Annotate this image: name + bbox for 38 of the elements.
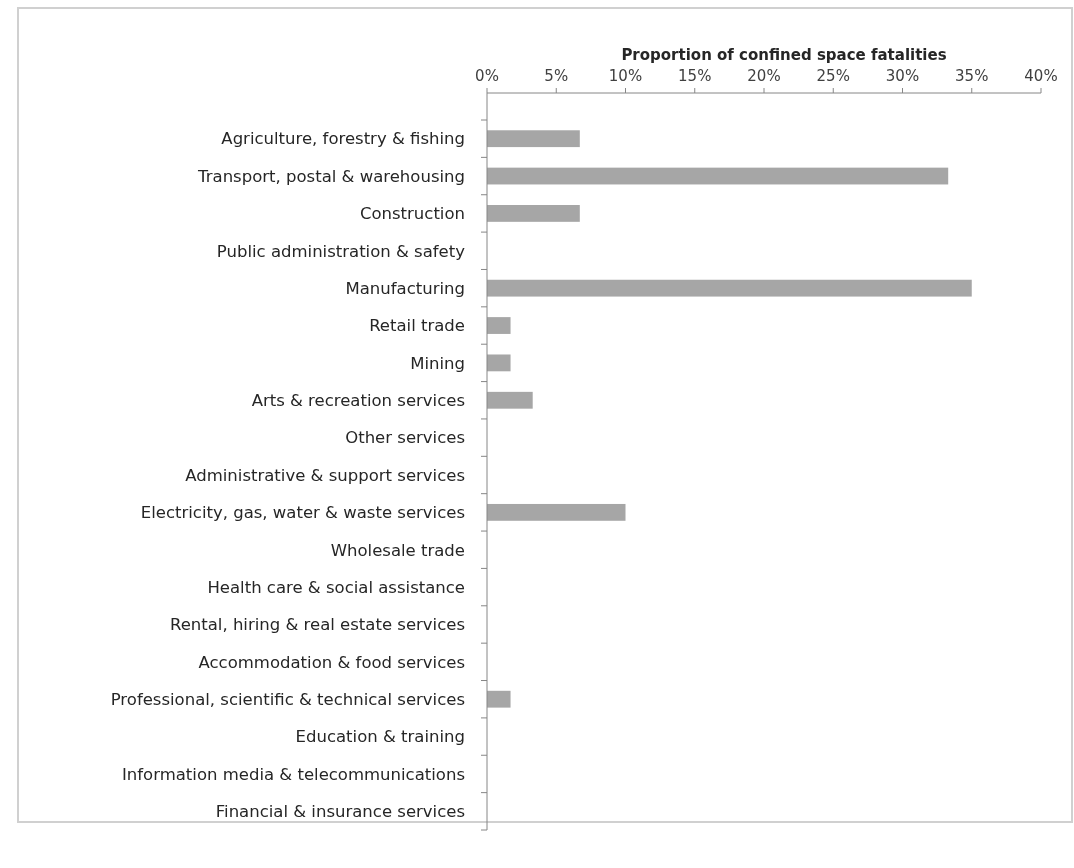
bar bbox=[487, 503, 626, 521]
y-tick-label: Wholesale trade bbox=[330, 540, 465, 560]
bar bbox=[487, 167, 949, 185]
y-tick-label: Public administration & safety bbox=[216, 241, 466, 261]
y-tick-label: Agriculture, forestry & fishing bbox=[221, 129, 465, 149]
x-tick-label: 5% bbox=[544, 67, 569, 85]
y-tick-label: Construction bbox=[359, 204, 465, 224]
x-tick-label: 30% bbox=[885, 67, 920, 85]
bar bbox=[487, 354, 511, 372]
y-tick-label: Other services bbox=[345, 428, 465, 448]
bar bbox=[487, 279, 972, 297]
y-tick-label: Accommodation & food services bbox=[198, 652, 465, 672]
x-tick-label: 40% bbox=[1024, 67, 1058, 85]
x-tick-label: 10% bbox=[608, 67, 643, 85]
x-tick-label: 20% bbox=[747, 67, 781, 85]
bar bbox=[487, 690, 511, 708]
y-tick-label: Transport, postal & warehousing bbox=[197, 166, 465, 186]
y-tick-label: Arts & recreation services bbox=[251, 391, 465, 411]
bar bbox=[487, 317, 511, 334]
y-tick-label: Rental, hiring & real estate services bbox=[169, 615, 465, 635]
y-tick-label: Financial & insurance services bbox=[215, 802, 465, 822]
x-tick-label: 0% bbox=[475, 67, 499, 85]
y-tick-label: Information media & telecommunications bbox=[121, 764, 465, 784]
y-tick-label: Mining bbox=[410, 353, 465, 373]
x-tick-label: 15% bbox=[678, 67, 712, 85]
x-axis-title: Proportion of confined space fatalities bbox=[621, 46, 947, 64]
x-tick-label: 25% bbox=[816, 67, 850, 85]
y-tick-label: Administrative & support services bbox=[185, 465, 465, 485]
bar bbox=[487, 205, 580, 222]
y-tick-label: Electricity, gas, water & waste services bbox=[140, 503, 465, 523]
bar bbox=[487, 130, 580, 148]
y-tick-label: Education & training bbox=[295, 727, 465, 747]
y-tick-label: Professional, scientific & technical services bbox=[110, 689, 465, 709]
y-tick-label: Retail trade bbox=[369, 316, 465, 336]
y-tick-label: Health care & social assistance bbox=[207, 577, 465, 597]
bar bbox=[487, 391, 533, 409]
y-tick-label: Manufacturing bbox=[345, 278, 465, 298]
x-tick-label: 35% bbox=[955, 67, 989, 85]
